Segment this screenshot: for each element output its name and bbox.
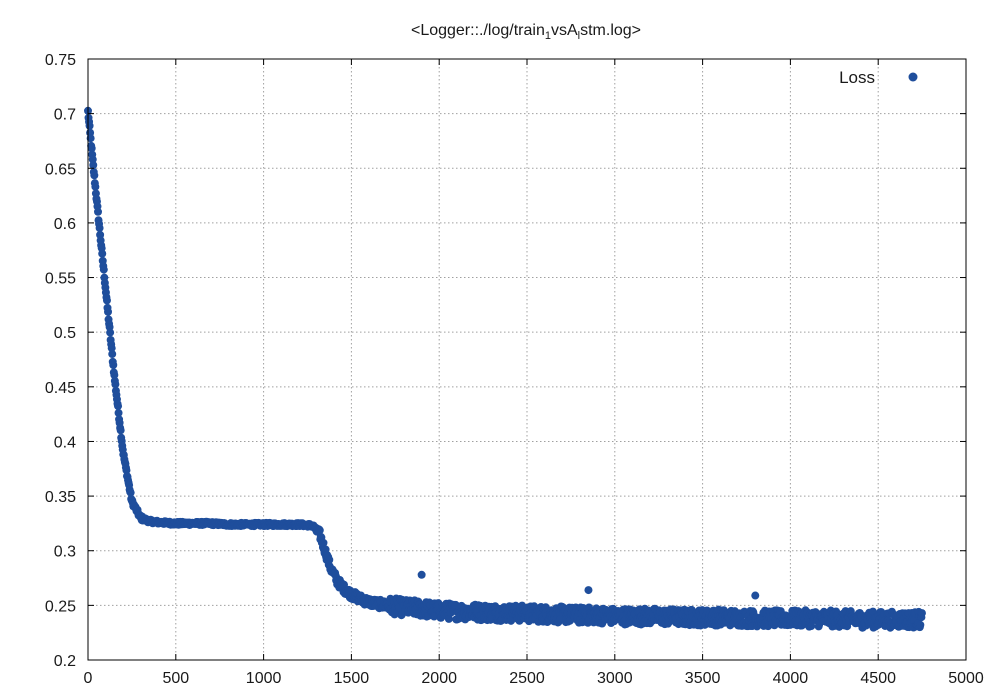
y-tick-label: 0.2 (54, 653, 76, 670)
x-tick-label: 500 (162, 670, 189, 687)
y-tick-label: 0.5 (54, 325, 76, 342)
y-tick-label: 0.6 (54, 216, 76, 233)
y-tick-label: 0.55 (45, 271, 76, 288)
loss-point (315, 526, 324, 535)
loss-point (111, 380, 120, 389)
loss-point (110, 371, 119, 380)
loss-point (108, 350, 117, 359)
y-tick-label: 0.3 (54, 544, 76, 561)
x-tick-label: 2000 (421, 670, 457, 687)
loss-point (114, 402, 123, 411)
loss-outlier-point (417, 570, 426, 579)
y-tick-label: 0.4 (54, 434, 76, 451)
legend-label-loss: Loss (839, 68, 875, 87)
loss-point (444, 614, 453, 623)
x-tick-label: 5000 (948, 670, 984, 687)
loss-point (107, 344, 116, 353)
loss-point (916, 620, 925, 629)
loss-point (87, 144, 96, 153)
loss-point (122, 466, 131, 475)
title-middle: vsA (551, 22, 578, 39)
title-suffix: stm.log> (580, 22, 641, 39)
y-tick-label: 0.45 (45, 380, 76, 397)
y-tick-label: 0.35 (45, 489, 76, 506)
loss-point (319, 538, 328, 547)
x-tick-label: 3500 (685, 670, 721, 687)
x-tick-label: 3000 (597, 670, 633, 687)
legend-marker-loss (908, 72, 918, 82)
loss-point (126, 488, 135, 497)
loss-outlier-point (584, 586, 593, 595)
x-tick-label: 2500 (509, 670, 545, 687)
title-prefix: <Logger::./log/train (411, 22, 545, 39)
title-subscript-1: 1 (545, 30, 551, 42)
data-points (84, 106, 926, 632)
loss-point (106, 328, 115, 337)
loss-point (91, 182, 100, 191)
y-tick-label: 0.7 (54, 107, 76, 124)
loss-point (94, 207, 103, 216)
y-tick-label: 0.75 (45, 52, 76, 69)
loss-point (95, 224, 104, 233)
title-subscript-2: l (578, 30, 580, 42)
loss-point (86, 134, 95, 143)
legend: Loss (839, 68, 918, 87)
y-tick-label: 0.25 (45, 598, 76, 615)
x-tick-label: 4500 (860, 670, 896, 687)
y-tick-label: 0.65 (45, 161, 76, 178)
loss-point (89, 161, 98, 170)
loss-point (102, 296, 111, 305)
loss-point (90, 171, 99, 180)
loss-point (85, 121, 94, 130)
ticks: 0 500 1000 1500 2000 2500 3000 3500 4000 4500 5000… (45, 52, 984, 687)
loss-point (114, 408, 123, 417)
grid (88, 59, 966, 660)
loss-point (99, 265, 108, 274)
loss-point (109, 361, 118, 370)
loss-point (325, 555, 334, 564)
loss-point (98, 249, 107, 258)
x-tick-label: 1500 (334, 670, 370, 687)
chart-title: <Logger::./log/train1vsAlstm.log> (411, 22, 641, 42)
loss-point (917, 609, 926, 618)
loss-point (340, 580, 349, 589)
loss-point (116, 426, 125, 435)
loss-outlier-point (751, 591, 760, 600)
x-tick-label: 0 (84, 670, 93, 687)
loss-point (104, 307, 113, 316)
x-tick-label: 4000 (773, 670, 809, 687)
x-tick-label: 1000 (246, 670, 282, 687)
